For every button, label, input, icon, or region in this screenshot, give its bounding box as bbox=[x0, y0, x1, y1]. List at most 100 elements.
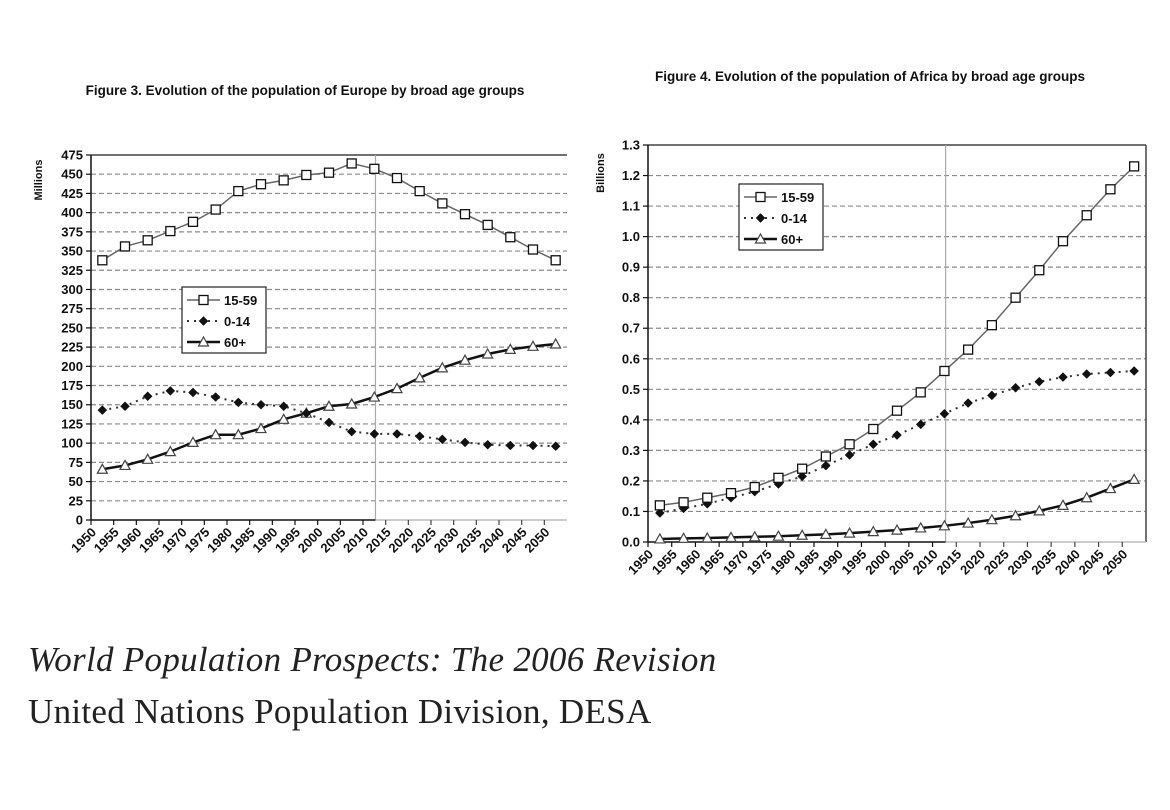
data-point-15-59 bbox=[820, 451, 832, 462]
chart-title-europe: Figure 3. Evolution of the population of… bbox=[85, 83, 525, 98]
data-point-0-14 bbox=[482, 439, 493, 450]
data-point-0-14 bbox=[278, 401, 289, 412]
x-tick-label: 1965 bbox=[696, 547, 727, 578]
data-point-60+ bbox=[843, 526, 856, 538]
legend-label-15-59: 15-59 bbox=[781, 190, 814, 205]
data-point-0-14 bbox=[324, 417, 334, 428]
y-tick-label: 125 bbox=[61, 416, 83, 431]
x-axis-ticks: 1950195519601965197019751980198519901995… bbox=[625, 542, 1130, 578]
data-point-15-59 bbox=[915, 387, 926, 398]
x-tick-label: 1995 bbox=[838, 547, 869, 578]
data-point-60+ bbox=[677, 532, 690, 543]
y-tick-label: 300 bbox=[61, 282, 83, 297]
x-tick-label: 1970 bbox=[720, 547, 751, 578]
data-point-15-59 bbox=[1081, 210, 1092, 221]
data-point-60+ bbox=[504, 343, 517, 355]
data-point-15-59 bbox=[749, 481, 760, 493]
data-point-0-14 bbox=[550, 441, 561, 452]
data-point-15-59 bbox=[1034, 265, 1045, 276]
legend: 15-59 0-14 60+ bbox=[181, 286, 267, 354]
data-point-15-59 bbox=[119, 241, 131, 252]
data-point-60+ bbox=[232, 428, 245, 440]
data-point-15-59 bbox=[301, 169, 312, 181]
data-point-60+ bbox=[436, 361, 449, 373]
source-title: World Population Prospects: The 2006 Rev… bbox=[28, 640, 717, 679]
data-point-15-59 bbox=[1105, 184, 1116, 195]
data-point-60+ bbox=[549, 337, 562, 349]
data-point-15-59 bbox=[654, 500, 666, 511]
data-point-15-59 bbox=[255, 179, 267, 190]
data-point-15-59 bbox=[414, 185, 425, 197]
y-tick-label: 1.1 bbox=[622, 199, 640, 214]
y-tick-label: 0.8 bbox=[622, 290, 640, 305]
data-point-60+ bbox=[322, 400, 336, 411]
x-tick-label: 2030 bbox=[1004, 547, 1035, 578]
y-tick-label: 1.0 bbox=[622, 229, 640, 244]
data-point-0-14 bbox=[1034, 376, 1045, 387]
data-point-60+ bbox=[796, 529, 809, 540]
data-point-60+ bbox=[1104, 482, 1117, 494]
data-point-60+ bbox=[141, 453, 154, 464]
data-point-15-59 bbox=[233, 185, 244, 197]
y-tick-label: 0.4 bbox=[622, 412, 641, 427]
legend-marker-0-14 bbox=[198, 316, 209, 326]
data-point-15-59 bbox=[986, 320, 998, 331]
legend-marker-60+ bbox=[754, 232, 767, 244]
data-point-15-59 bbox=[210, 204, 221, 215]
series-15-59 bbox=[654, 161, 1140, 511]
data-point-60+ bbox=[653, 532, 666, 544]
data-point-60+ bbox=[118, 459, 132, 471]
data-point-15-59 bbox=[939, 365, 950, 377]
data-point-60+ bbox=[748, 530, 761, 542]
series-60+ bbox=[653, 473, 1141, 544]
data-point-60+ bbox=[413, 371, 426, 383]
data-point-0-14 bbox=[1129, 366, 1139, 376]
data-point-0-14 bbox=[210, 392, 221, 402]
data-point-0-14 bbox=[1081, 369, 1092, 379]
data-point-15-59 bbox=[437, 198, 448, 209]
data-point-15-59 bbox=[844, 439, 855, 450]
data-point-15-59 bbox=[1010, 292, 1021, 303]
y-tick-label: 1.3 bbox=[622, 138, 640, 153]
data-point-60+ bbox=[962, 516, 975, 528]
data-point-0-14 bbox=[97, 405, 108, 415]
data-point-60+ bbox=[724, 531, 738, 543]
y-tick-label: 0.6 bbox=[622, 351, 640, 366]
data-point-15-59 bbox=[391, 172, 403, 184]
data-point-60+ bbox=[164, 445, 177, 457]
y-tick-label: 0.3 bbox=[622, 443, 640, 458]
data-point-60+ bbox=[526, 340, 540, 351]
y-tick-label: 375 bbox=[61, 224, 83, 239]
data-point-15-59 bbox=[482, 219, 493, 231]
data-point-0-14 bbox=[939, 408, 950, 419]
data-point-60+ bbox=[890, 523, 904, 535]
series-line-15-59 bbox=[659, 165, 1135, 507]
y-axis-title: Millions bbox=[33, 160, 45, 201]
x-tick-label: 1990 bbox=[815, 547, 846, 578]
data-point-15-59 bbox=[702, 492, 713, 503]
data-point-0-14 bbox=[233, 397, 244, 408]
y-tick-label: 175 bbox=[61, 378, 83, 393]
x-tick-label: 2015 bbox=[933, 547, 964, 578]
y-tick-label: 475 bbox=[61, 148, 83, 163]
y-tick-label: 325 bbox=[61, 263, 83, 278]
y-tick-label: 0.5 bbox=[622, 382, 640, 397]
data-point-15-59 bbox=[459, 209, 471, 220]
data-point-60+ bbox=[867, 525, 880, 537]
x-tick-label: 2025 bbox=[981, 547, 1012, 578]
data-point-0-14 bbox=[165, 386, 176, 396]
legend-marker-15-59 bbox=[198, 294, 209, 306]
data-point-0-14 bbox=[868, 439, 879, 450]
data-point-15-59 bbox=[962, 344, 974, 355]
data-point-0-14 bbox=[1105, 367, 1116, 378]
y-tick-label: 275 bbox=[61, 301, 83, 316]
data-point-60+ bbox=[914, 521, 927, 533]
y-tick-label: 0.2 bbox=[622, 473, 640, 488]
data-point-0-14 bbox=[963, 398, 973, 408]
data-point-0-14 bbox=[414, 431, 425, 442]
data-point-15-59 bbox=[346, 158, 357, 169]
x-tick-label: 2035 bbox=[1028, 547, 1059, 578]
data-point-60+ bbox=[186, 436, 200, 447]
data-point-0-14 bbox=[1010, 382, 1021, 393]
